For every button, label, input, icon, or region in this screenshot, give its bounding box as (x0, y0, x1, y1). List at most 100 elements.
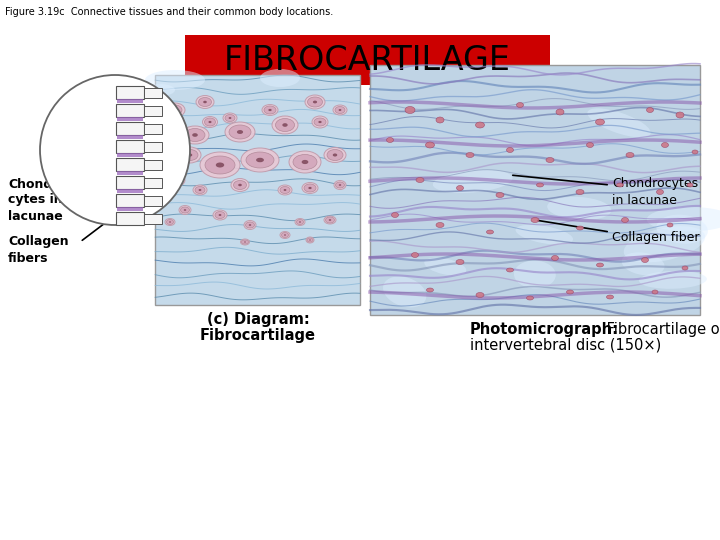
Ellipse shape (203, 101, 207, 103)
Ellipse shape (216, 163, 224, 167)
Ellipse shape (327, 150, 343, 160)
Ellipse shape (173, 109, 177, 111)
Ellipse shape (145, 70, 205, 90)
Ellipse shape (475, 122, 485, 128)
Ellipse shape (547, 197, 611, 220)
Ellipse shape (282, 233, 289, 238)
Ellipse shape (200, 152, 240, 178)
Bar (144, 106, 162, 116)
Circle shape (40, 75, 190, 225)
Ellipse shape (179, 206, 191, 214)
Ellipse shape (304, 184, 316, 192)
Ellipse shape (289, 151, 321, 173)
Ellipse shape (336, 182, 344, 188)
Ellipse shape (229, 117, 231, 119)
Ellipse shape (556, 109, 564, 115)
Ellipse shape (196, 96, 214, 109)
Ellipse shape (302, 160, 308, 164)
Ellipse shape (202, 117, 217, 127)
Ellipse shape (181, 126, 209, 144)
Text: Figure 3.19c  Connective tissues and their common body locations.: Figure 3.19c Connective tissues and thei… (5, 7, 333, 17)
Ellipse shape (576, 190, 584, 194)
Ellipse shape (246, 152, 274, 168)
Ellipse shape (302, 183, 318, 193)
Ellipse shape (244, 241, 246, 242)
Ellipse shape (652, 290, 658, 294)
Ellipse shape (188, 153, 192, 157)
Ellipse shape (416, 178, 424, 183)
Bar (144, 178, 162, 188)
Ellipse shape (506, 147, 513, 152)
Ellipse shape (531, 218, 539, 222)
Ellipse shape (682, 266, 688, 270)
Ellipse shape (213, 210, 227, 220)
Ellipse shape (516, 225, 573, 245)
Ellipse shape (246, 222, 254, 228)
Ellipse shape (616, 183, 624, 187)
Ellipse shape (244, 220, 256, 230)
Ellipse shape (692, 150, 698, 154)
Ellipse shape (456, 186, 464, 191)
Bar (116, 194, 144, 207)
Ellipse shape (260, 69, 300, 87)
Bar (144, 124, 162, 134)
Bar (144, 196, 162, 206)
Text: Collagen
fibers: Collagen fibers (8, 235, 68, 265)
Ellipse shape (487, 230, 493, 234)
Ellipse shape (199, 189, 202, 191)
Ellipse shape (193, 185, 207, 195)
Ellipse shape (165, 173, 185, 187)
Bar (116, 212, 144, 225)
Ellipse shape (392, 213, 398, 218)
Ellipse shape (299, 221, 301, 222)
Ellipse shape (280, 186, 290, 193)
Ellipse shape (426, 288, 433, 292)
Ellipse shape (338, 109, 341, 111)
Ellipse shape (313, 100, 317, 103)
Ellipse shape (272, 116, 298, 134)
Text: intervertebral disc (150×): intervertebral disc (150×) (470, 338, 661, 353)
Bar (144, 214, 162, 224)
Ellipse shape (306, 237, 314, 243)
Ellipse shape (307, 97, 323, 107)
Bar (117, 135, 143, 139)
Ellipse shape (248, 224, 251, 226)
Ellipse shape (238, 184, 242, 186)
Ellipse shape (647, 107, 654, 112)
Ellipse shape (169, 221, 171, 222)
Ellipse shape (179, 147, 201, 163)
Ellipse shape (282, 123, 288, 127)
Ellipse shape (516, 103, 523, 107)
Ellipse shape (233, 180, 246, 190)
Ellipse shape (433, 170, 513, 193)
Ellipse shape (588, 109, 651, 137)
Text: Fibrocartilage: Fibrocartilage (200, 328, 316, 343)
Bar (117, 207, 143, 211)
Ellipse shape (225, 114, 235, 122)
Bar (144, 88, 162, 98)
Bar (370, 65, 700, 315)
Text: (c) Diagram:: (c) Diagram: (207, 312, 310, 327)
Ellipse shape (308, 187, 312, 189)
Ellipse shape (166, 219, 174, 225)
Ellipse shape (476, 293, 484, 298)
Ellipse shape (309, 239, 311, 240)
Ellipse shape (305, 95, 325, 109)
Ellipse shape (587, 143, 593, 147)
Ellipse shape (280, 232, 290, 239)
Ellipse shape (185, 129, 205, 141)
Bar (117, 171, 143, 175)
Ellipse shape (325, 217, 335, 223)
Ellipse shape (307, 238, 313, 242)
Bar (116, 122, 144, 135)
Ellipse shape (642, 258, 649, 262)
Ellipse shape (324, 147, 346, 163)
Ellipse shape (165, 219, 175, 226)
Ellipse shape (182, 150, 198, 160)
Ellipse shape (240, 239, 250, 245)
Ellipse shape (436, 222, 444, 227)
Bar (116, 104, 144, 117)
Ellipse shape (514, 261, 556, 288)
Ellipse shape (383, 276, 426, 307)
Ellipse shape (168, 105, 182, 115)
